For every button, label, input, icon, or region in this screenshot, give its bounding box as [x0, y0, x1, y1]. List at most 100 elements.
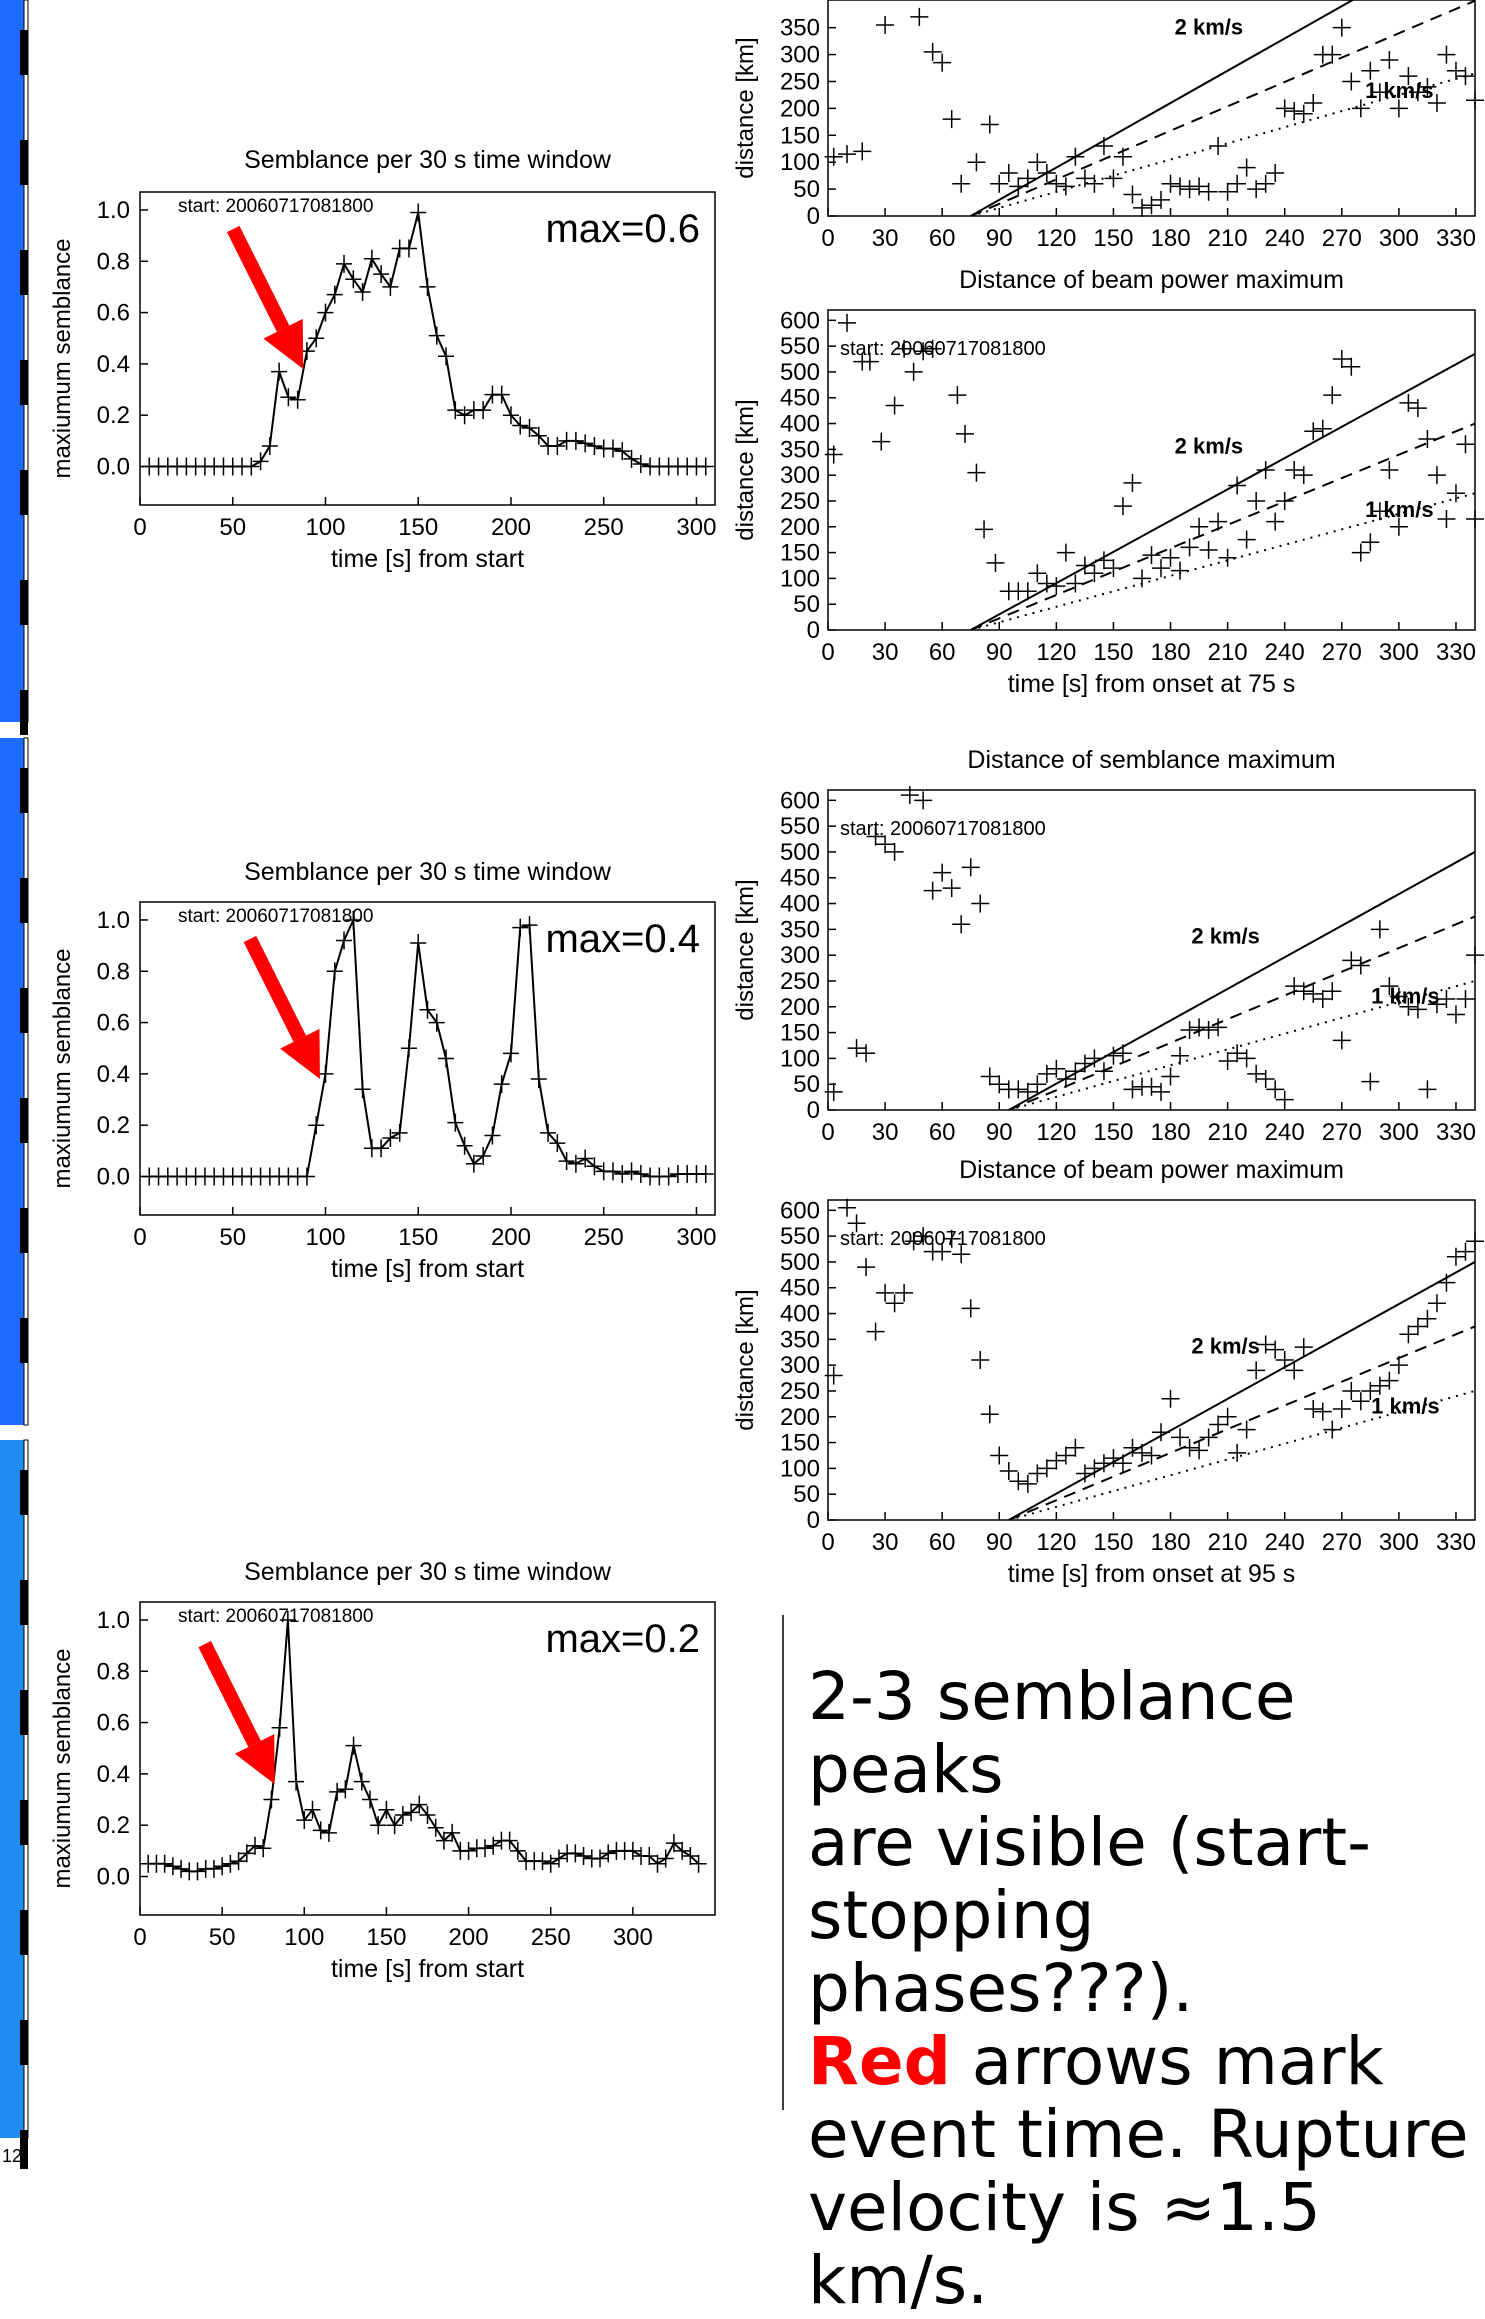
data-point	[1056, 1446, 1075, 1465]
data-point	[952, 1245, 971, 1264]
data-point	[1094, 551, 1113, 570]
data-point	[1018, 169, 1037, 188]
data-point	[697, 1164, 714, 1183]
data-point	[665, 1834, 682, 1853]
data-point	[447, 401, 464, 420]
data-point	[1218, 182, 1237, 201]
data-point	[1104, 1046, 1123, 1065]
x-tick-label: 150	[1093, 1529, 1133, 1556]
y-tick-label: 0	[807, 1097, 820, 1124]
data-point	[1456, 1242, 1475, 1261]
data-point	[838, 145, 857, 164]
max-label: max=0.6	[545, 207, 700, 251]
map-strip	[0, 0, 29, 2169]
x-tick-label: 270	[1322, 1529, 1362, 1556]
data-point	[1332, 1400, 1351, 1419]
data-point	[604, 439, 621, 458]
distance-semblance-chart-2: Distance of semblance maximum05010015020…	[732, 746, 1484, 1146]
data-point	[923, 339, 942, 358]
data-point	[1427, 466, 1446, 485]
x-tick-label: 250	[584, 514, 624, 541]
data-point	[1237, 1049, 1256, 1068]
x-tick-label: 270	[1322, 1119, 1362, 1146]
data-point	[876, 1283, 895, 1302]
data-point	[1266, 1340, 1285, 1359]
data-point	[1018, 1474, 1037, 1493]
y-tick-label: 500	[780, 1249, 820, 1276]
x-tick-label: 50	[219, 514, 246, 541]
y-tick-label: 600	[780, 1197, 820, 1224]
data-point	[428, 1013, 445, 1032]
data-point	[1047, 577, 1066, 596]
figure-canvas: Semblance per 30 s time window 0.0 0.2 0.4 0…	[0, 0, 1484, 2169]
y-tick-label: 0.2	[97, 1112, 130, 1139]
y-tick-label: 300	[780, 42, 820, 69]
data-point	[1351, 1392, 1370, 1411]
data-point	[600, 1844, 617, 1863]
data-point	[353, 1772, 370, 1791]
data-point	[1294, 104, 1313, 123]
data-point	[1418, 430, 1437, 449]
x-tick-label: 150	[398, 514, 438, 541]
data-point	[1294, 1338, 1313, 1357]
data-point	[1028, 153, 1047, 172]
x-tick-label: 240	[1265, 1119, 1305, 1146]
data-point	[512, 918, 529, 937]
data-point	[1266, 1080, 1285, 1099]
data-point	[1418, 77, 1437, 96]
y-tick-label: 300	[780, 462, 820, 489]
data-point	[1228, 476, 1247, 495]
data-point	[1389, 1356, 1408, 1375]
data-point	[1113, 1454, 1132, 1473]
data-point	[345, 270, 362, 289]
data-point	[567, 1844, 584, 1863]
data-point	[1171, 561, 1190, 580]
data-point	[567, 1154, 584, 1173]
y-tick-label: 0.2	[97, 402, 130, 429]
x-tick-label: 330	[1436, 225, 1476, 252]
data-point	[1275, 491, 1294, 510]
data-point	[1199, 1428, 1218, 1447]
data-point	[952, 915, 971, 934]
data-point	[577, 1149, 594, 1168]
data-point	[1028, 564, 1047, 583]
distance-beam-chart-2: Distance of beam power maximum0501001502…	[732, 1156, 1484, 1588]
data-point	[910, 7, 929, 26]
x-tick-label: 30	[872, 225, 899, 252]
note-line-3: stopping phases???).	[808, 1877, 1194, 2027]
y-tick-label: 400	[780, 891, 820, 918]
data-point	[411, 1795, 428, 1814]
y-tick-label: 450	[780, 385, 820, 412]
y-tick-label: 200	[780, 95, 820, 122]
map-frame	[23, 737, 29, 1426]
y-tick-label: 350	[780, 436, 820, 463]
data-point	[1370, 920, 1389, 939]
data-point	[1323, 45, 1342, 64]
note-red-word: Red	[808, 2023, 951, 2100]
data-point	[1228, 1044, 1247, 1063]
data-point	[624, 1841, 641, 1860]
data-point	[1123, 473, 1142, 492]
data-point	[337, 1780, 354, 1799]
note-line-6: velocity is ≈1.5 km/s.	[808, 2169, 1321, 2319]
data-point	[558, 1152, 575, 1171]
data-point	[173, 1859, 190, 1878]
data-point	[296, 1811, 313, 1830]
x-tick-label: 240	[1265, 225, 1305, 252]
data-point	[521, 419, 538, 438]
data-point	[933, 53, 952, 72]
velocity-lines	[1008, 851, 1475, 1110]
data-point	[1427, 1294, 1446, 1313]
x-tick-label: 300	[1379, 639, 1419, 666]
data-point	[1285, 102, 1304, 121]
y-tick-label: 550	[780, 1223, 820, 1250]
x-tick-label: 120	[1036, 225, 1076, 252]
data-point	[614, 1164, 631, 1183]
data-point	[1152, 1082, 1171, 1101]
y-tick-label: 500	[780, 359, 820, 386]
note-line-4: Red arrows mark	[808, 2025, 1485, 2098]
y-tick-label: 300	[780, 942, 820, 969]
x-tick-label: 120	[1036, 1529, 1076, 1556]
plot-frame	[139, 191, 716, 506]
map-scale-tick	[20, 1800, 28, 1845]
